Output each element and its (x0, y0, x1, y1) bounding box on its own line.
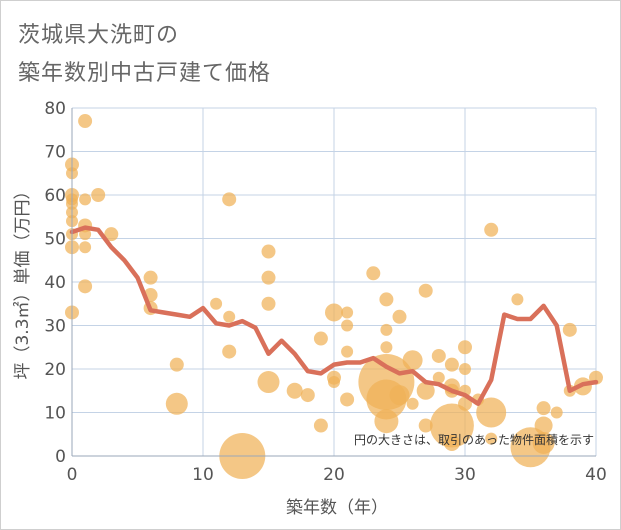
x-tick-label-1: 10 (192, 465, 214, 485)
y-tick-label-1: 10 (44, 404, 66, 424)
bubble-point-54 (418, 283, 433, 298)
y-axis-title: 坪（3.3㎡）単価（万円） (13, 182, 33, 379)
bubble-point-52 (402, 350, 423, 371)
x-tick-label-0: 0 (67, 465, 78, 485)
y-tick-label-3: 30 (44, 317, 66, 337)
bubble-point-55 (416, 381, 435, 400)
bubble-point-77 (550, 406, 563, 419)
bubble-point-56 (418, 418, 433, 433)
bubble-point-46 (380, 341, 393, 354)
bubble-point-75 (534, 416, 553, 435)
y-tick-label-5: 50 (44, 230, 66, 250)
bubble-point-58 (432, 371, 445, 384)
bubble-point-15 (78, 279, 93, 294)
bubble-point-71 (485, 432, 498, 445)
y-tick-label-0: 0 (55, 447, 66, 467)
bubble-point-69 (484, 222, 499, 237)
bubble-point-13 (79, 228, 92, 241)
bubble-point-36 (325, 303, 343, 322)
bubble-point-67 (458, 396, 472, 411)
bubble-point-23 (210, 297, 223, 310)
bubble-point-65 (459, 363, 471, 375)
bubble-point-72 (511, 293, 524, 306)
chart-title-line1: 茨城県大洗町の (18, 23, 180, 48)
trend-line (69, 225, 599, 407)
x-tick-label-2: 20 (323, 465, 345, 485)
y-tick-label-2: 20 (44, 360, 66, 380)
grid (71, 107, 597, 457)
bubble-point-39 (341, 306, 354, 319)
bubble-point-64 (458, 340, 472, 355)
bubble-point-33 (300, 388, 315, 403)
y-tick-label-6: 60 (44, 186, 66, 206)
bubble-point-59 (444, 357, 459, 372)
bubble-point-44 (379, 292, 394, 307)
bubble-point-63 (443, 434, 460, 451)
bubble-size-note: 円の大きさは、取引のあった物件面積を示す (354, 432, 594, 447)
bubble-point-70 (476, 397, 507, 428)
bubble-point-57 (431, 348, 446, 363)
bubble-point-24 (222, 192, 237, 207)
bubble-point-50 (392, 309, 407, 324)
bubble-point-14 (79, 241, 92, 254)
x-tick-label-3: 30 (454, 465, 476, 485)
bubble-point-76 (532, 431, 555, 454)
bubble-point-17 (104, 227, 119, 242)
bubble-point-30 (261, 296, 276, 311)
bubble-point-42 (340, 392, 355, 407)
bubble-point-32 (286, 382, 303, 399)
bubble-point-22 (165, 392, 188, 415)
bubble-point-40 (341, 319, 354, 332)
bubble-point-78 (562, 322, 577, 337)
bubble-point-18 (143, 270, 158, 285)
bubble-point-25 (223, 310, 236, 323)
y-tick-label-7: 70 (44, 143, 66, 163)
bubble-point-10 (78, 114, 93, 129)
axes (71, 108, 596, 457)
x-tick-label-4: 40 (585, 465, 607, 485)
x-axis-title: 築年数（年） (286, 498, 388, 518)
bubble-point-38 (328, 376, 340, 389)
bubble-point-62 (429, 403, 474, 448)
bubble-point-74 (536, 401, 551, 416)
bubble-point-43 (366, 266, 381, 281)
bubble-point-49 (374, 409, 399, 434)
bubble-point-35 (313, 418, 328, 433)
bubble-point-31 (257, 371, 280, 394)
bubble-point-11 (79, 193, 92, 206)
bubble-point-29 (261, 270, 276, 285)
bubble-point-21 (169, 357, 184, 372)
bubble-point-26 (222, 344, 237, 359)
bubble-point-51 (389, 385, 410, 406)
bubble-point-16 (91, 188, 106, 202)
trend-line-series (69, 225, 599, 407)
bubble-point-41 (341, 345, 354, 358)
bubble-point-53 (406, 397, 419, 410)
tick-labels: 0 10 20 30 40 50 60 70 80 0 10 20 30 40 (44, 99, 606, 485)
bubble-point-34 (313, 331, 328, 346)
y-tick-label-8: 80 (44, 99, 66, 119)
bubble-point-45 (380, 323, 393, 336)
bubble-point-28 (261, 244, 276, 259)
y-tick-label-4: 40 (44, 273, 66, 293)
chart-title-line2: 築年数別中古戸建て価格 (18, 61, 272, 86)
